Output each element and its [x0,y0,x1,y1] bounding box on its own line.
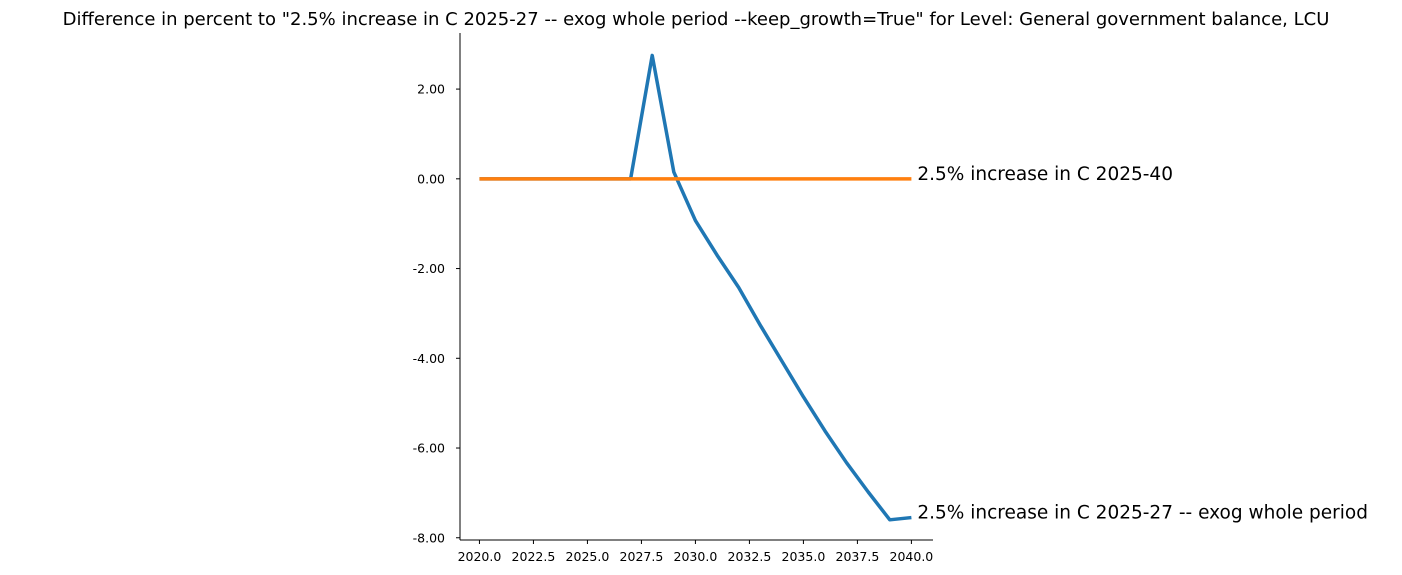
y-tick-label: -2.00 [413,261,445,276]
x-tick-label: 2025.0 [566,549,610,564]
chart-title: Difference in percent to "2.5% increase … [63,9,1330,30]
x-tick-label: 2027.5 [620,549,664,564]
x-tick-label: 2032.5 [728,549,772,564]
x-tick-label: 2020.0 [458,549,502,564]
x-tick-label: 2037.5 [836,549,880,564]
axes: -8.00 -6.00 -4.00 -2.00 0.00 2.00 2020.0 2022.5… [413,33,934,564]
y-tick-label: -4.00 [413,351,445,366]
y-tick-label: -8.00 [413,530,445,545]
series-lines [479,53,912,522]
series-labels: 2.5% increase in C 2025-27 -- exog whole… [917,164,1368,524]
series-label-1: 2.5% increase in C 2025-27 -- exog whole… [917,503,1368,524]
series-line-1 [479,53,912,522]
y-tick-label: -6.00 [413,441,445,456]
x-tick-label: 2035.0 [782,549,826,564]
y-tick-label: 2.00 [417,82,445,97]
y-tick-label: 0.00 [417,171,445,186]
x-tick-label: 2040.0 [890,549,934,564]
x-tick-label: 2030.0 [674,549,718,564]
series-label-2: 2.5% increase in C 2025-40 [917,164,1173,185]
x-tick-label: 2022.5 [512,549,556,564]
